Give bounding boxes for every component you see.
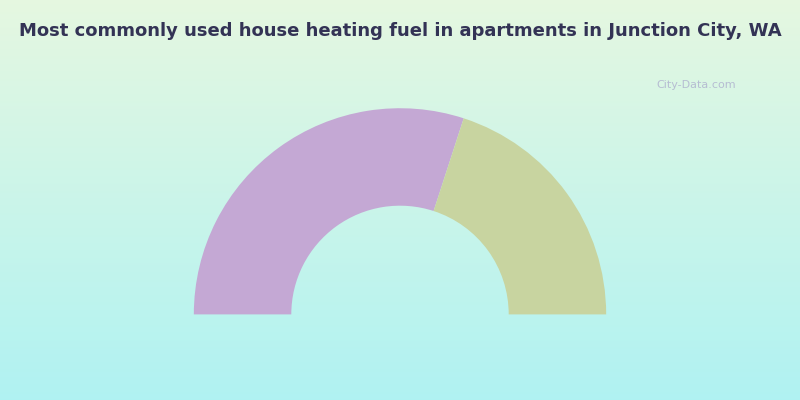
Wedge shape xyxy=(434,118,606,314)
Text: City-Data.com: City-Data.com xyxy=(656,80,736,90)
Wedge shape xyxy=(194,108,464,314)
Text: Most commonly used house heating fuel in apartments in Junction City, WA: Most commonly used house heating fuel in… xyxy=(18,22,782,40)
